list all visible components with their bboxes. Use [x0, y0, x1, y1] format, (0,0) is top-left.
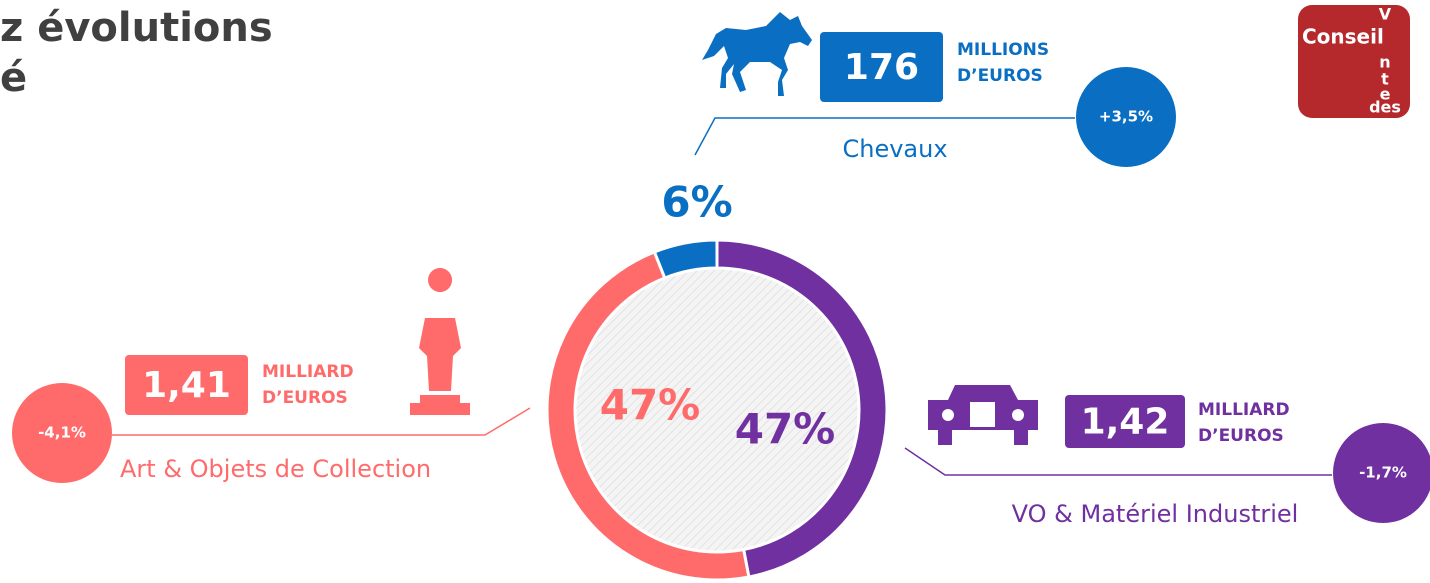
donut-segment — [652, 238, 719, 280]
car-icon — [928, 385, 1038, 445]
unit: D’EUROS — [262, 388, 348, 408]
title-line: z évolutions — [0, 5, 273, 51]
change: +3,5% — [1099, 108, 1153, 126]
unit: MILLIONS — [957, 40, 1049, 60]
change-badge — [1076, 67, 1176, 167]
amount-box — [820, 32, 943, 102]
change-badge — [12, 383, 112, 483]
change: -1,7% — [1359, 464, 1407, 482]
logo-bottom: des — [1369, 98, 1401, 117]
amount: 1,41 — [142, 365, 231, 406]
trophy-icon — [410, 268, 470, 415]
unit: D’EUROS — [1198, 426, 1284, 446]
logo-bg — [1298, 5, 1410, 118]
amount: 176 — [844, 47, 919, 88]
category-label: Chevaux — [842, 135, 947, 163]
logo-letter: e — [1380, 85, 1391, 104]
change: -4,1% — [38, 424, 86, 442]
percent-label: 47% — [600, 381, 701, 430]
leader-line — [112, 407, 531, 436]
logo-letter: n — [1379, 53, 1390, 72]
logo-letter: V — [1379, 5, 1392, 24]
unit: D’EUROS — [957, 66, 1043, 86]
amount-box — [1065, 395, 1185, 448]
horse-icon — [702, 12, 812, 96]
leader-line — [694, 117, 1075, 156]
unit: MILLIARD — [1198, 400, 1290, 420]
amount: 1,42 — [1081, 402, 1170, 443]
percent-label: 6% — [661, 178, 732, 227]
amount-box — [125, 355, 248, 415]
unit: MILLIARD — [262, 362, 354, 382]
change-badge — [1333, 423, 1430, 523]
logo-letter: t — [1381, 70, 1389, 89]
leader-line — [904, 447, 1332, 476]
percent-label: 47% — [735, 405, 836, 454]
title-line: é — [0, 55, 27, 101]
logo-word: Conseil — [1302, 25, 1384, 49]
category-label: Art & Objets de Collection — [120, 455, 431, 483]
donut-center — [575, 268, 859, 552]
category-label: VO & Matériel Industriel — [1012, 500, 1299, 528]
logo: Conseil V n t e des — [1298, 5, 1410, 118]
